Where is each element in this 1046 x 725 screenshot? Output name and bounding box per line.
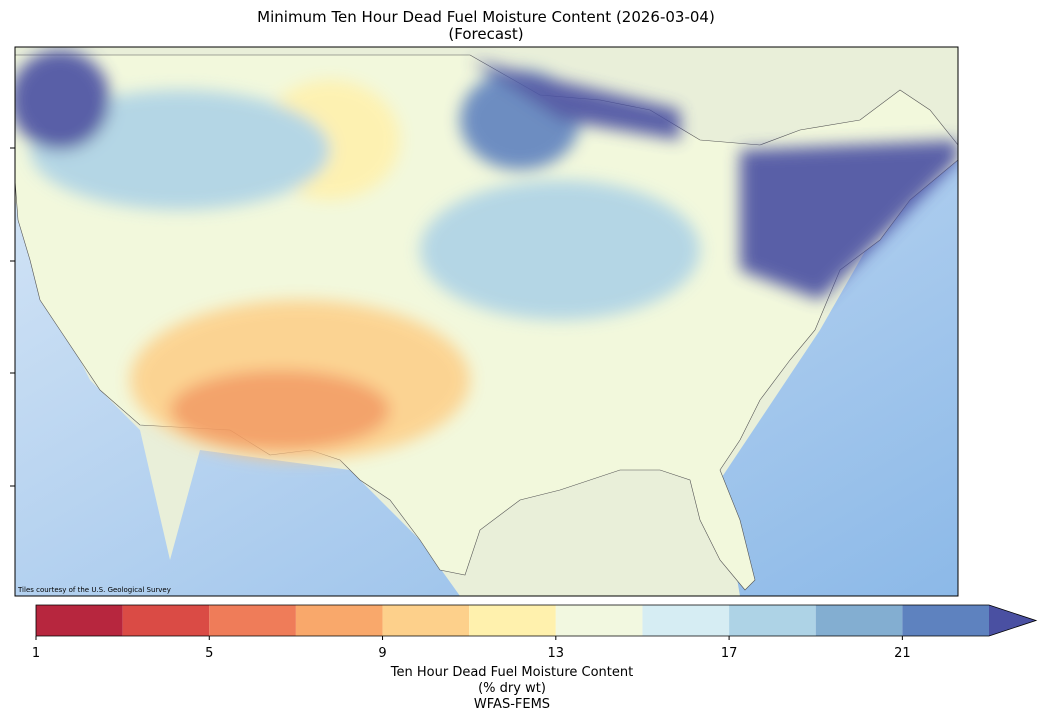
map-axis-ticks	[10, 147, 15, 487]
field-patch	[170, 370, 390, 450]
map: Tiles courtesy of the U.S. Geological Su…	[15, 47, 958, 596]
colorbar-bin	[295, 605, 383, 636]
colorbar-bin	[382, 605, 470, 636]
attribution: Tiles courtesy of the U.S. Geological Su…	[17, 586, 171, 594]
colorbar-tick-label: 9	[378, 646, 386, 661]
colorbar-tick-label: 21	[894, 646, 911, 661]
title: (Forecast)	[448, 25, 523, 43]
colorbar-tick-label: 17	[721, 646, 738, 661]
title: Minimum Ten Hour Dead Fuel Moisture Cont…	[257, 8, 715, 26]
colorbar-bin	[729, 605, 816, 636]
colorbar-bin	[815, 605, 903, 636]
field-patch	[15, 50, 110, 150]
colorbar-tick-label: 1	[32, 646, 40, 661]
colorbar-bin	[36, 605, 123, 636]
map-frame	[14, 46, 959, 597]
colorbar-label: Ten Hour Dead Fuel Moisture Content	[390, 665, 633, 680]
field-patch	[740, 140, 958, 300]
field-patch	[470, 60, 680, 140]
colorbar-outline	[35, 604, 1038, 637]
colorbar-extend	[989, 605, 1036, 636]
colorbar-bin	[555, 605, 643, 636]
colorbar-label: WFAS-FEMS	[474, 697, 550, 712]
colorbar-tick-label: 5	[205, 646, 213, 661]
moisture-field	[15, 50, 958, 460]
colorbar-bin	[642, 605, 730, 636]
colorbar-bin	[122, 605, 210, 636]
field-patch	[420, 180, 700, 320]
colorbar-tick-label: 13	[548, 646, 565, 661]
colorbar-label: (% dry wt)	[478, 681, 546, 696]
colorbar-bin	[209, 605, 296, 636]
colorbar-bin	[469, 605, 556, 636]
colorbar-bin	[902, 605, 989, 636]
